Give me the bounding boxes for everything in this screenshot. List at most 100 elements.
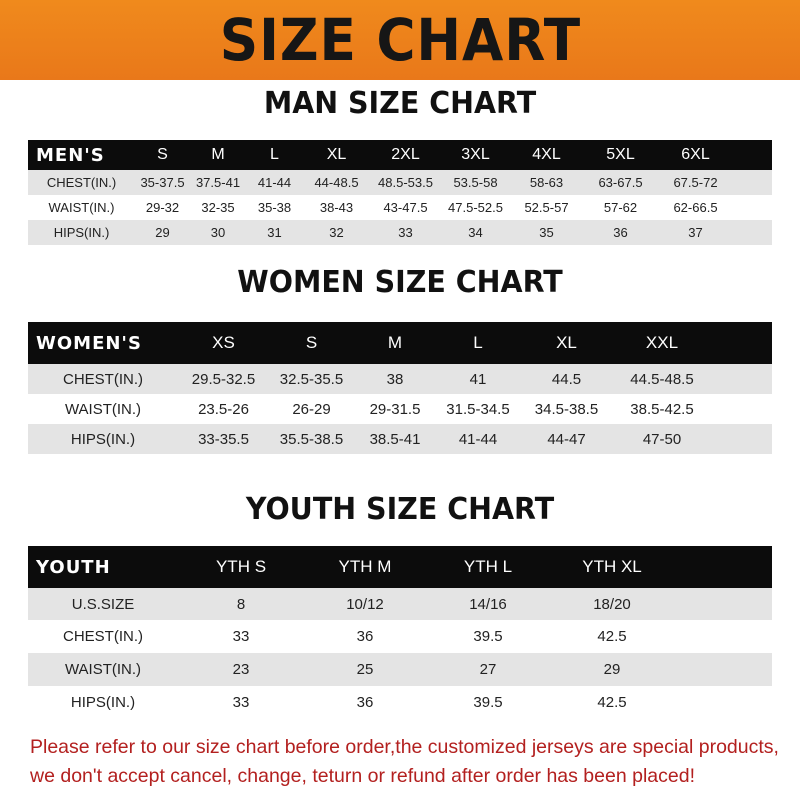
table-cell: 14/16: [469, 595, 507, 613]
table-cell: 36: [356, 628, 374, 645]
notice-line-2: we don't accept cancel, change, teturn o…: [30, 765, 695, 787]
table-cell: 29.5-32.5: [191, 370, 256, 388]
table-cell: 44.5-48.5: [630, 370, 694, 388]
table-cell: 33: [232, 628, 250, 645]
women-section-title: WOMEN SIZE CHART: [237, 265, 563, 300]
size-header-cell: L: [270, 146, 279, 163]
men-section-title: MAN SIZE CHART: [263, 86, 537, 121]
row-label: U.S.SIZE: [71, 595, 135, 613]
table-cell: 38-43: [319, 200, 354, 215]
table-cell: 31: [267, 225, 282, 240]
row-label: WAIST(IN.): [64, 661, 142, 678]
size-header-cell: S: [305, 333, 318, 352]
table-cell: 53.5-58: [453, 175, 498, 190]
size-header-cell: L: [473, 333, 483, 352]
size-header-cell: XXL: [645, 333, 679, 352]
table-cell: 35-38: [257, 200, 292, 215]
table-cell: 27: [479, 661, 497, 678]
table-cell: 33: [232, 693, 250, 711]
table-cell: 47-50: [642, 430, 682, 448]
table-cell: 38: [386, 370, 404, 388]
size-header-cell: 5XL: [606, 146, 635, 163]
size-header-cell: 4XL: [532, 146, 561, 163]
size-header-cell: M: [211, 146, 225, 163]
table-row: CHEST(IN.) 29.5-32.5 32.5-35.5 38 41 44.5 44.5…: [28, 364, 772, 394]
table-cell: 44.5: [551, 370, 582, 388]
table-cell: 33-35.5: [198, 430, 249, 448]
table-cell: 48.5-53.5: [378, 175, 433, 190]
table-cell: 44-47: [547, 430, 586, 448]
table-cell: 34.5-38.5: [534, 400, 599, 418]
table-cell: 8: [236, 595, 246, 613]
size-header-cell: 2XL: [391, 146, 420, 163]
page-title: SIZE CHART: [219, 6, 581, 74]
table-cell: 33: [398, 225, 413, 240]
men-size-table: MEN'S S M L XL 2XL 3XL 4XL 5XL 6XL CHEST(IN.) 35-37…: [28, 140, 772, 245]
size-header-cell: S: [157, 146, 168, 163]
table-cell: 10/12: [346, 595, 384, 613]
size-header-cell: M: [387, 333, 403, 352]
table-title-cell: YOUTH: [36, 556, 111, 578]
table-cell: 37: [688, 225, 703, 240]
notice-line-1: Please refer to our size chart before or…: [30, 736, 779, 758]
table-cell: 36: [356, 693, 374, 711]
table-cell: 41-44: [257, 175, 292, 190]
table-row: WAIST(IN.) 23.5-26 26-29 29-31.5 31.5-34.5 34…: [28, 394, 772, 424]
table-cell: 23.5-26: [198, 400, 249, 418]
size-header-cell: XL: [556, 333, 577, 352]
table-cell: 43-47.5: [383, 200, 428, 215]
table-cell: 25: [356, 661, 374, 678]
table-row: WAIST(IN.) 23 25 27 29: [28, 653, 772, 686]
row-label: WAIST(IN.): [48, 200, 115, 215]
table-cell: 29: [155, 225, 170, 240]
table-cell: 23: [232, 661, 250, 678]
size-header-cell: XL: [326, 146, 347, 163]
table-cell: 32-35: [201, 200, 235, 215]
table-cell: 34: [468, 225, 483, 240]
table-cell: 41: [469, 370, 487, 388]
table-cell: 35-37.5: [140, 175, 185, 190]
table-row: HIPS(IN.) 33-35.5 35.5-38.5 38.5-41 41-44 44-…: [28, 424, 772, 454]
table-cell: 52.5-57: [524, 200, 569, 215]
row-label: HIPS(IN.): [70, 430, 136, 448]
table-cell: 32.5-35.5: [279, 370, 344, 388]
table-header-row: MEN'S S M L XL 2XL 3XL 4XL 5XL 6XL: [28, 140, 772, 170]
table-cell: 38.5-42.5: [630, 400, 694, 418]
table-cell: 29: [603, 661, 621, 678]
size-header-cell: XS: [212, 333, 235, 352]
row-label: HIPS(IN.): [53, 225, 110, 240]
table-cell: 63-67.5: [598, 175, 643, 190]
table-header-row: WOMEN'S XS S M L XL XXL: [28, 322, 772, 364]
table-cell: 31.5-34.5: [446, 400, 510, 418]
table-header-row: YOUTH YTH S YTH M YTH L YTH XL: [28, 546, 772, 588]
table-cell: 35: [539, 225, 554, 240]
table-row: U.S.SIZE 8 10/12 14/16 18/20: [28, 588, 772, 620]
table-cell: 39.5: [473, 628, 503, 645]
size-header-cell: 3XL: [461, 146, 490, 163]
youth-size-table: YOUTH YTH S YTH M YTH L YTH XL U.S.SIZE 8 10/12…: [28, 546, 772, 718]
women-size-table: WOMEN'S XS S M L XL XXL CHEST(IN.) 29.5-32.5 32.5…: [28, 322, 772, 454]
table-cell: 29-32: [145, 200, 180, 215]
size-header-cell: YTH S: [215, 557, 267, 576]
table-cell: 42.5: [597, 693, 627, 711]
table-cell: 30: [210, 225, 226, 240]
table-cell: 62-66.5: [673, 200, 718, 215]
order-notice: Please refer to our size chart before or…: [30, 733, 790, 791]
table-cell: 67.5-72: [673, 175, 718, 190]
table-cell: 38.5-41: [369, 430, 421, 448]
size-header-cell: 6XL: [681, 146, 710, 163]
row-label: HIPS(IN.): [70, 693, 136, 711]
table-row: CHEST(IN.) 33 36 39.5 42.5: [28, 620, 772, 653]
table-cell: 57-62: [603, 200, 638, 215]
title-banner: SIZE CHART: [0, 0, 800, 80]
table-cell: 36: [613, 225, 628, 240]
table-cell: 39.5: [473, 693, 503, 711]
row-label: CHEST(IN.): [63, 370, 143, 388]
table-row: HIPS(IN.) 29 30 31 32 33 34 35 36 37: [28, 220, 772, 245]
table-cell: 41-44: [458, 430, 498, 448]
row-label: CHEST(IN.): [46, 175, 117, 190]
table-cell: 26-29: [292, 400, 331, 418]
youth-section-title: YOUTH SIZE CHART: [245, 492, 555, 527]
size-header-cell: YTH L: [463, 557, 513, 576]
table-cell: 47.5-52.5: [448, 200, 503, 215]
